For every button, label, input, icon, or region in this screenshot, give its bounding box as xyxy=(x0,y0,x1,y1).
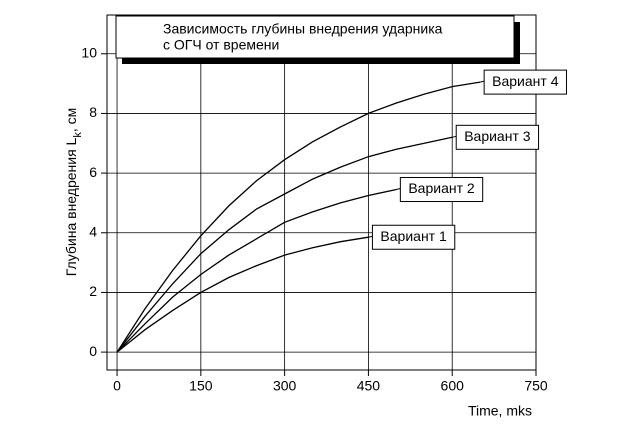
y-axis-label: Глубина внедрения Lk, см xyxy=(63,108,84,276)
y-tick-label: 4 xyxy=(89,223,97,239)
x-tick-label: 150 xyxy=(189,378,213,394)
label-leader xyxy=(396,188,401,191)
legend-label: Вариант 2 xyxy=(408,180,475,196)
y-tick-label: 0 xyxy=(89,343,97,359)
legend-label: Вариант 4 xyxy=(492,73,559,89)
y-tick-label: 2 xyxy=(89,283,97,299)
y-tick-label: 8 xyxy=(89,104,97,120)
x-tick-label: 0 xyxy=(113,378,121,394)
x-tick-label: 750 xyxy=(524,378,548,394)
y-label-suffix: , см xyxy=(63,108,79,132)
title-box xyxy=(115,15,515,59)
x-tick-label: 600 xyxy=(441,378,465,394)
x-tick-label: 450 xyxy=(357,378,381,394)
y-label-sub: k xyxy=(72,132,84,138)
y-label-main: Глубина внедрения L xyxy=(63,137,79,276)
chart-title: с ОГЧ от времени xyxy=(163,37,279,53)
legend-box xyxy=(371,224,456,250)
legend-label: Вариант 1 xyxy=(380,228,447,244)
x-axis-label: Time, mks xyxy=(468,403,532,419)
series-line xyxy=(116,188,397,353)
series-line xyxy=(116,236,369,353)
x-tick-label: 300 xyxy=(273,378,297,394)
label-leader xyxy=(368,235,373,238)
y-tick-label: 6 xyxy=(89,164,97,180)
series-line xyxy=(116,136,453,353)
chart-title: Зависимость глубины внедрения ударника xyxy=(163,21,443,37)
legend-box xyxy=(483,69,567,95)
legend-box xyxy=(455,124,540,150)
label-leader xyxy=(480,80,485,83)
series-line xyxy=(116,81,481,353)
y-tick-label: 10 xyxy=(81,44,97,60)
label-leader xyxy=(452,135,457,138)
legend-label: Вариант 3 xyxy=(464,128,531,144)
legend-box xyxy=(399,177,484,203)
